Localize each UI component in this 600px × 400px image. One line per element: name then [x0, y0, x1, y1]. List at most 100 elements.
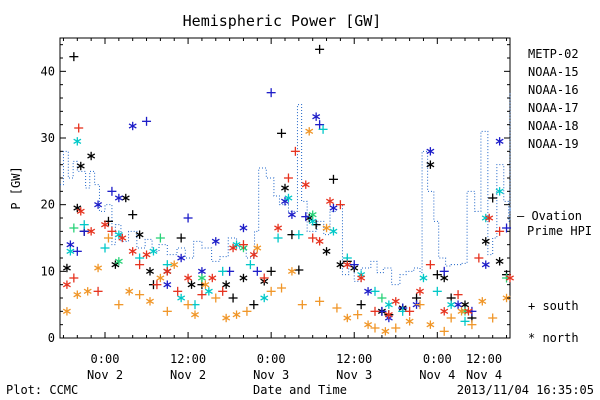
data-point-north: [260, 293, 269, 303]
data-point-north: [163, 267, 172, 276]
data-point-south: [155, 233, 165, 243]
data-point-south: [135, 290, 145, 300]
data-point-north: [447, 300, 456, 309]
series-noaa-16: [66, 124, 504, 326]
data-point-south: [294, 230, 304, 240]
y-axis: 0 10 20 30 40: [41, 44, 510, 345]
data-point-south: [439, 266, 449, 276]
data-point-south: [308, 233, 318, 243]
data-point-north: [66, 247, 75, 256]
data-point-north: [201, 280, 210, 289]
data-point-north: [197, 273, 206, 283]
data-point-north: [87, 227, 96, 236]
ovation-legend: — Ovation Prime HPI: [517, 209, 592, 238]
data-point-north: [481, 237, 490, 246]
data-point-north: [101, 220, 109, 229]
data-point-south: [183, 213, 193, 223]
data-point-north: [461, 307, 469, 316]
data-point-north: [287, 267, 296, 276]
series-noaa-17: [69, 210, 512, 316]
x-axis-label: Date and Time: [253, 383, 347, 397]
y-tick-label: 30: [41, 131, 55, 145]
data-point-south: [266, 88, 276, 98]
data-point-north: [94, 263, 103, 273]
symbol-legend-south: + south: [528, 299, 579, 313]
data-point-north: [170, 260, 179, 269]
data-point-north: [284, 193, 293, 203]
data-point-north: [229, 243, 238, 253]
data-point-south: [266, 286, 276, 296]
data-point-south: [370, 323, 380, 333]
data-point-south: [488, 313, 498, 323]
data-point-south: [474, 253, 484, 263]
data-point-north: [128, 121, 137, 131]
data-point-south: [218, 286, 228, 296]
data-point-south: [273, 233, 283, 243]
data-point-south: [100, 243, 110, 253]
x-tick-label-time: 12:00: [170, 352, 206, 366]
data-point-south: [432, 286, 442, 296]
data-point-north: [156, 273, 165, 283]
data-point-north: [177, 293, 186, 303]
data-point-south: [283, 173, 293, 183]
data-point-north: [384, 300, 393, 309]
legend-entry-noaa-15: NOAA-15: [528, 65, 579, 79]
data-point-north: [222, 280, 231, 289]
data-point-north: [329, 227, 338, 236]
data-point-south: [266, 266, 276, 276]
data-point-north: [232, 240, 241, 249]
x-tick-label-date: Nov 3: [253, 368, 289, 382]
data-point-south: [353, 310, 363, 320]
data-point-south: [315, 296, 325, 306]
data-point-south: [318, 124, 328, 134]
data-point-north: [326, 197, 334, 206]
data-point-north: [135, 230, 144, 239]
y-axis-label: P [GW]: [9, 166, 23, 209]
x-tick-label-time: 0:00: [257, 352, 286, 366]
data-point-south: [249, 300, 259, 310]
data-point-north: [312, 112, 321, 121]
data-point-north: [481, 213, 490, 223]
data-point-south: [315, 44, 325, 54]
data-point-north: [222, 313, 231, 323]
data-point-north: [114, 193, 123, 203]
x-tick-label-time: 12:00: [466, 352, 502, 366]
data-point-north: [495, 257, 504, 266]
data-point-north: [249, 250, 258, 259]
ovation-step-line: [60, 91, 511, 286]
data-point-north: [73, 203, 82, 213]
data-point-north: [481, 260, 490, 269]
data-point-south: [245, 260, 255, 270]
data-point-north: [73, 137, 82, 146]
data-point-north: [62, 307, 71, 316]
data-point-south: [74, 123, 84, 133]
data-point-north: [187, 280, 196, 289]
data-point-north: [163, 280, 172, 289]
data-point-south: [93, 286, 103, 296]
data-point-south: [69, 223, 79, 233]
data-point-south: [152, 280, 162, 290]
data-point-south: [197, 290, 207, 300]
symbol-legend: + south * north: [528, 299, 579, 345]
data-point-south: [107, 186, 117, 196]
data-point-south: [218, 266, 228, 276]
x-tick-label-date: Nov 3: [336, 368, 372, 382]
data-point-south: [446, 313, 456, 323]
data-point-south: [495, 226, 505, 236]
data-point-north: [146, 297, 154, 306]
symbol-legend-north: * north: [528, 331, 579, 345]
data-point-north: [381, 327, 390, 336]
data-point-north: [502, 293, 511, 303]
y-tick-label: 40: [41, 64, 55, 78]
data-point-south: [211, 293, 221, 303]
data-point-north: [364, 287, 373, 296]
data-point-north: [128, 247, 137, 256]
data-point-south: [294, 265, 304, 275]
data-point-south: [252, 266, 262, 276]
data-point-south: [415, 300, 425, 310]
data-marks: [62, 44, 514, 336]
data-point-south: [238, 240, 248, 250]
legend-entry-noaa-17: NOAA-17: [528, 101, 579, 115]
data-point-north: [191, 310, 199, 319]
data-point-north: [281, 197, 289, 206]
